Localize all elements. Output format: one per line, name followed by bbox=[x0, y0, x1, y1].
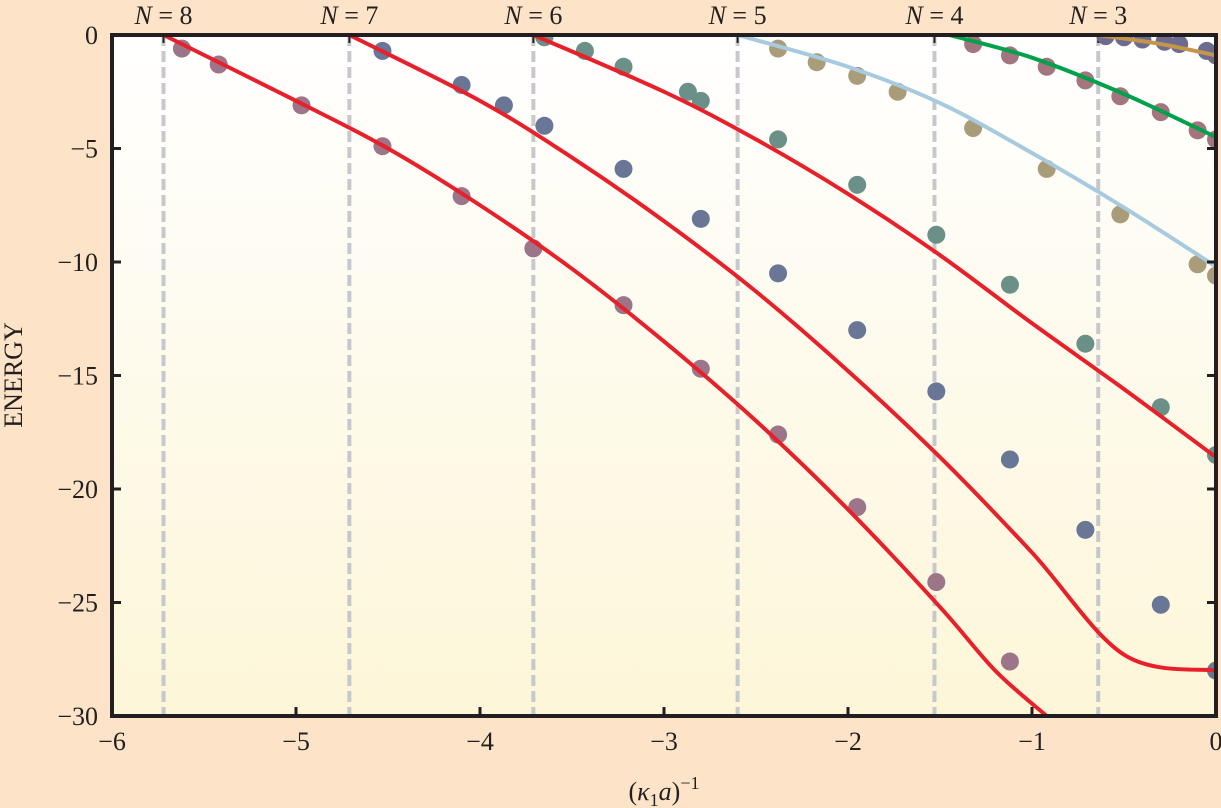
data-point bbox=[848, 321, 867, 340]
x-tick-label: −2 bbox=[834, 727, 862, 756]
data-point bbox=[769, 130, 788, 149]
data-point bbox=[1207, 266, 1216, 285]
data-point bbox=[1151, 595, 1170, 614]
fit-curve bbox=[162, 35, 1049, 716]
data-point bbox=[927, 225, 946, 244]
data-point bbox=[1076, 520, 1095, 539]
threshold-label: N = 5 bbox=[708, 1, 767, 30]
data-point bbox=[848, 175, 867, 194]
y-tick-label: −25 bbox=[57, 589, 98, 618]
data-point bbox=[1076, 334, 1095, 353]
plot-area-background bbox=[112, 35, 1216, 716]
data-point bbox=[1000, 652, 1019, 671]
y-axis: 0 −5 −10 −15 −20 −25 −30 bbox=[57, 21, 1216, 731]
threshold-label: N = 3 bbox=[1068, 1, 1127, 30]
x-axis-title: (κ1a)−1 bbox=[629, 773, 700, 808]
x-tick-label: −1 bbox=[1018, 727, 1046, 756]
y-tick-label: −10 bbox=[57, 248, 98, 277]
data-point bbox=[535, 116, 554, 135]
y-axis-title: ENERGY bbox=[0, 322, 28, 428]
data-point bbox=[614, 159, 633, 178]
data-point bbox=[1000, 275, 1019, 294]
y-tick-label: −20 bbox=[57, 475, 98, 504]
fit-curve bbox=[532, 35, 1216, 459]
fit-curve bbox=[737, 35, 1216, 269]
threshold-label: N = 6 bbox=[503, 1, 562, 30]
y-tick-label: −5 bbox=[70, 135, 98, 164]
series-layer bbox=[162, 35, 1216, 716]
data-point bbox=[678, 82, 697, 101]
y-tick-label: 0 bbox=[85, 21, 98, 50]
threshold-label: N = 7 bbox=[319, 1, 378, 30]
threshold-label: N = 4 bbox=[904, 1, 963, 30]
data-point bbox=[1000, 450, 1019, 469]
fit-curve bbox=[348, 35, 1216, 673]
data-point bbox=[691, 209, 710, 228]
x-tick-label: −6 bbox=[98, 727, 126, 756]
data-point bbox=[927, 382, 946, 401]
fit-curve bbox=[948, 35, 1216, 139]
x-tick-label: −3 bbox=[650, 727, 678, 756]
data-point bbox=[769, 264, 788, 283]
y-tick-label: −15 bbox=[57, 362, 98, 391]
threshold-labels: N = 8 N = 7 N = 6 N = 5 N = 4 N = 3 bbox=[134, 1, 1128, 30]
x-tick-label: 0 bbox=[1210, 727, 1221, 756]
x-tick-label: −4 bbox=[466, 727, 494, 756]
threshold-label: N = 8 bbox=[134, 1, 193, 30]
x-tick-label: −5 bbox=[282, 727, 310, 756]
y-tick-label: −30 bbox=[57, 702, 98, 731]
data-point bbox=[927, 573, 946, 592]
data-point bbox=[691, 359, 710, 378]
x-axis: −6 −5 −4 −3 −2 −1 0 bbox=[98, 707, 1221, 756]
